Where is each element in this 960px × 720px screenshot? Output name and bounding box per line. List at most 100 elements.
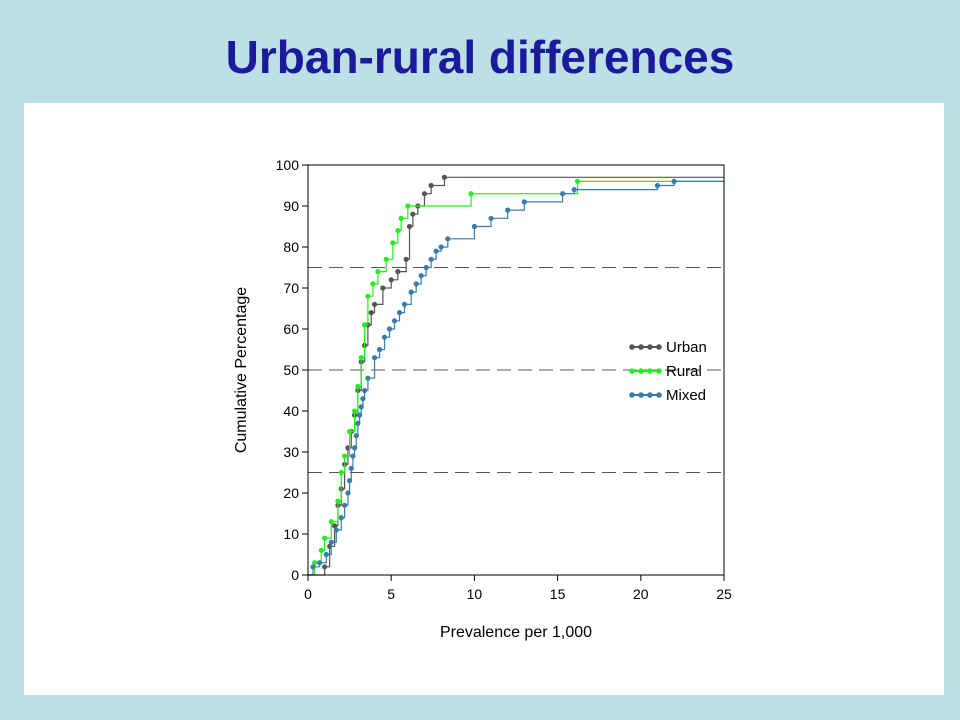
data-point xyxy=(370,281,376,287)
data-point xyxy=(488,215,494,221)
chart-panel: 0 5 10 15 20 25 0 10 20 30 40 50 60 70 80 90 100 Prevale… xyxy=(24,103,944,695)
data-point xyxy=(386,326,393,332)
legend-swatch-marker xyxy=(647,368,653,374)
series-rural xyxy=(308,178,724,576)
legend: Urban Rural Mixed xyxy=(629,339,707,404)
data-point xyxy=(358,355,364,361)
data-point xyxy=(371,301,378,307)
x-axis-label: Prevalence per 1,000 xyxy=(440,624,592,641)
data-point xyxy=(333,527,339,533)
data-point xyxy=(396,310,403,316)
data-point xyxy=(395,228,401,234)
data-point xyxy=(317,560,323,566)
data-point xyxy=(405,203,411,209)
y-tick-label: 40 xyxy=(283,403,299,419)
data-point xyxy=(521,199,527,205)
data-point xyxy=(356,412,363,418)
data-point xyxy=(338,469,344,476)
data-point xyxy=(406,223,413,230)
y-tick-label: 0 xyxy=(291,567,299,583)
x-tick-label: 5 xyxy=(387,586,395,602)
data-point xyxy=(574,178,581,184)
legend-swatch-marker xyxy=(638,368,644,374)
y-tick-label: 20 xyxy=(283,485,299,501)
series-urban xyxy=(308,174,724,576)
legend-swatch-marker xyxy=(638,392,644,398)
data-point xyxy=(471,223,477,230)
axis-ticks: 0 5 10 15 20 25 0 10 20 30 40 50 60 70 80 90 100 xyxy=(276,157,732,602)
legend-swatch-marker xyxy=(638,344,644,350)
data-point xyxy=(342,502,348,508)
data-point xyxy=(358,404,364,410)
data-point xyxy=(310,564,316,570)
legend-swatch-marker xyxy=(647,344,653,350)
legend-label-rural: Rural xyxy=(666,363,702,380)
data-point xyxy=(323,551,329,558)
data-point xyxy=(355,383,361,389)
data-point xyxy=(380,285,386,291)
data-point xyxy=(410,211,416,217)
data-point xyxy=(671,178,677,184)
data-point xyxy=(418,273,424,279)
data-point xyxy=(342,453,348,459)
data-point xyxy=(361,322,368,328)
y-tick-label: 50 xyxy=(283,362,299,378)
data-point xyxy=(350,453,356,459)
y-axis-label: Cumulative Percentage xyxy=(233,287,250,453)
data-point xyxy=(445,236,451,242)
data-point xyxy=(428,182,434,189)
data-point xyxy=(398,215,404,221)
series-mixed xyxy=(308,178,724,576)
y-tick-label: 90 xyxy=(283,198,299,214)
data-point xyxy=(395,269,401,275)
data-point xyxy=(351,408,358,414)
data-point xyxy=(505,207,511,213)
data-point xyxy=(438,244,444,250)
data-point xyxy=(391,318,398,324)
data-point xyxy=(318,547,324,553)
data-point xyxy=(361,387,368,394)
data-point xyxy=(383,256,389,262)
data-point xyxy=(335,498,341,504)
data-point xyxy=(423,264,429,271)
data-point xyxy=(468,191,474,197)
data-point xyxy=(654,182,661,189)
y-tick-label: 70 xyxy=(283,280,299,296)
series-layer xyxy=(308,174,724,576)
data-point xyxy=(403,256,409,262)
data-point xyxy=(365,293,371,299)
data-point xyxy=(559,191,566,197)
data-point xyxy=(428,256,434,262)
data-point xyxy=(571,187,577,193)
legend-swatch-marker xyxy=(656,344,662,350)
data-point xyxy=(332,523,338,529)
data-point xyxy=(441,174,448,180)
slide-title: Urban-rural differences xyxy=(225,31,735,83)
data-point xyxy=(371,355,378,361)
legend-swatch-marker xyxy=(629,344,635,350)
legend-swatch-marker xyxy=(629,368,635,374)
data-point xyxy=(368,310,374,316)
legend-label-urban: Urban xyxy=(666,339,707,356)
y-tick-label: 100 xyxy=(276,157,300,173)
cumulative-chart: 0 5 10 15 20 25 0 10 20 30 40 50 60 70 80 90 100 Prevale… xyxy=(233,157,732,641)
data-point xyxy=(360,396,366,402)
data-point xyxy=(328,539,334,545)
x-tick-label: 15 xyxy=(550,586,566,602)
legend-swatch-marker xyxy=(656,392,662,398)
data-point xyxy=(351,445,358,451)
y-tick-label: 10 xyxy=(283,526,299,542)
data-point xyxy=(322,535,328,541)
data-point xyxy=(312,560,318,566)
series-line-urban xyxy=(308,176,724,576)
data-point xyxy=(388,277,394,283)
data-point xyxy=(376,346,383,353)
y-tick-label: 60 xyxy=(283,321,299,337)
data-point xyxy=(381,334,388,340)
data-point xyxy=(408,289,414,295)
data-point xyxy=(353,433,359,439)
data-point xyxy=(347,478,353,484)
data-point xyxy=(375,269,381,275)
data-point xyxy=(365,375,371,381)
y-tick-label: 30 xyxy=(283,444,299,460)
